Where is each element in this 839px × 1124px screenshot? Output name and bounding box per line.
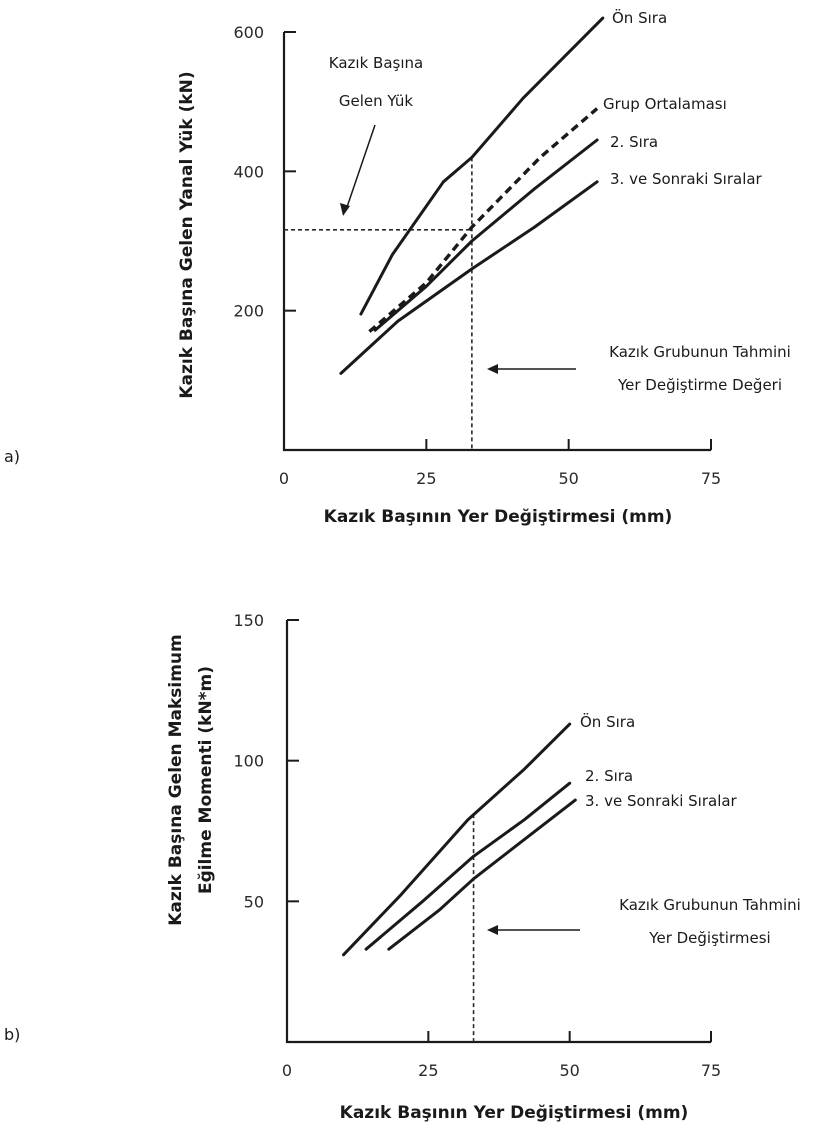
chart-panel-b: b) Kazık Başına Gelen Maksimum Eğilme Mo… [4, 611, 801, 1123]
series-label-b-3-ve-sonraki: 3. ve Sonraki Sıralar [585, 792, 738, 810]
axes-b [285, 620, 711, 1044]
annotation-displacement-b-line-1: Kazık Grubunun Tahmini [619, 896, 801, 914]
x-tick-label-a: 0 [279, 469, 289, 488]
y-axis-label-a: Kazık Başına Gelen Yanal Yük (kN) [177, 71, 197, 398]
series-line-a-2-sira [373, 138, 599, 332]
y-tick-label-a: 400 [233, 162, 264, 181]
annotation-displacement-b-line-2: Yer Değiştirmesi [648, 929, 770, 947]
y-axis-label-b-line-2: Eğilme Momenti (kN*m) [196, 666, 216, 894]
x-tick-label-b: 0 [282, 1061, 292, 1080]
y-tick-label-a: 200 [233, 302, 264, 321]
series-line-a-grup-ortalamasi [368, 107, 599, 333]
y-tick-label-b: 50 [244, 892, 264, 911]
chart-panel-a: a) Kazık Başına Gelen Yanal Yük (kN) Kaz… [4, 8, 791, 527]
x-tick-label-a: 75 [701, 469, 721, 488]
annotation-displacement-a-line-1: Kazık Grubunun Tahmini [609, 343, 791, 361]
y-tick-label-b: 150 [233, 611, 264, 630]
series-line-b-2-sira [364, 781, 572, 951]
x-tick-label-a: 50 [558, 469, 578, 488]
panel-label-b: b) [4, 1025, 20, 1044]
series-label-a-grup-ortalamasi: Grup Ortalaması [603, 95, 727, 113]
annotation-displacement-b-arrow [487, 925, 580, 935]
series-label-b-on-sira: Ön Sıra [580, 712, 635, 731]
series-label-b-2-sira: 2. Sıra [585, 767, 633, 785]
series-label-a-on-sira: Ön Sıra [612, 8, 667, 27]
annotation-load-line-1: Kazık Başına [329, 54, 423, 72]
x-axis-label-a: Kazık Başının Yer Değiştirmesi (mm) [324, 507, 673, 527]
panel-label-a: a) [4, 447, 20, 466]
series-line-a-on-sira [359, 16, 605, 316]
series-line-b-on-sira [342, 722, 572, 957]
x-tick-label-b: 25 [418, 1061, 438, 1080]
annotation-load-arrow [340, 124, 376, 216]
series-line-b-3-ve-sonraki [387, 798, 577, 951]
x-tick-label-b: 50 [559, 1061, 579, 1080]
series-label-a-2-sira: 2. Sıra [610, 133, 658, 151]
annotation-load-line-2: Gelen Yük [339, 92, 413, 110]
x-tick-label-a: 25 [416, 469, 436, 488]
series-line-a-3-ve-sonraki [339, 180, 599, 375]
x-tick-label-b: 75 [701, 1061, 721, 1080]
y-tick-label-a: 600 [233, 23, 264, 42]
series-label-a-3-ve-sonraki: 3. ve Sonraki Sıralar [610, 170, 763, 188]
y-axis-label-b-line-1: Kazık Başına Gelen Maksimum [166, 634, 186, 926]
y-tick-label-b: 100 [233, 752, 264, 771]
annotation-displacement-a-arrow [487, 364, 576, 374]
annotation-displacement-a-line-2: Yer Değiştirme Değeri [617, 376, 782, 394]
x-axis-label-b: Kazık Başının Yer Değiştirmesi (mm) [340, 1103, 689, 1123]
